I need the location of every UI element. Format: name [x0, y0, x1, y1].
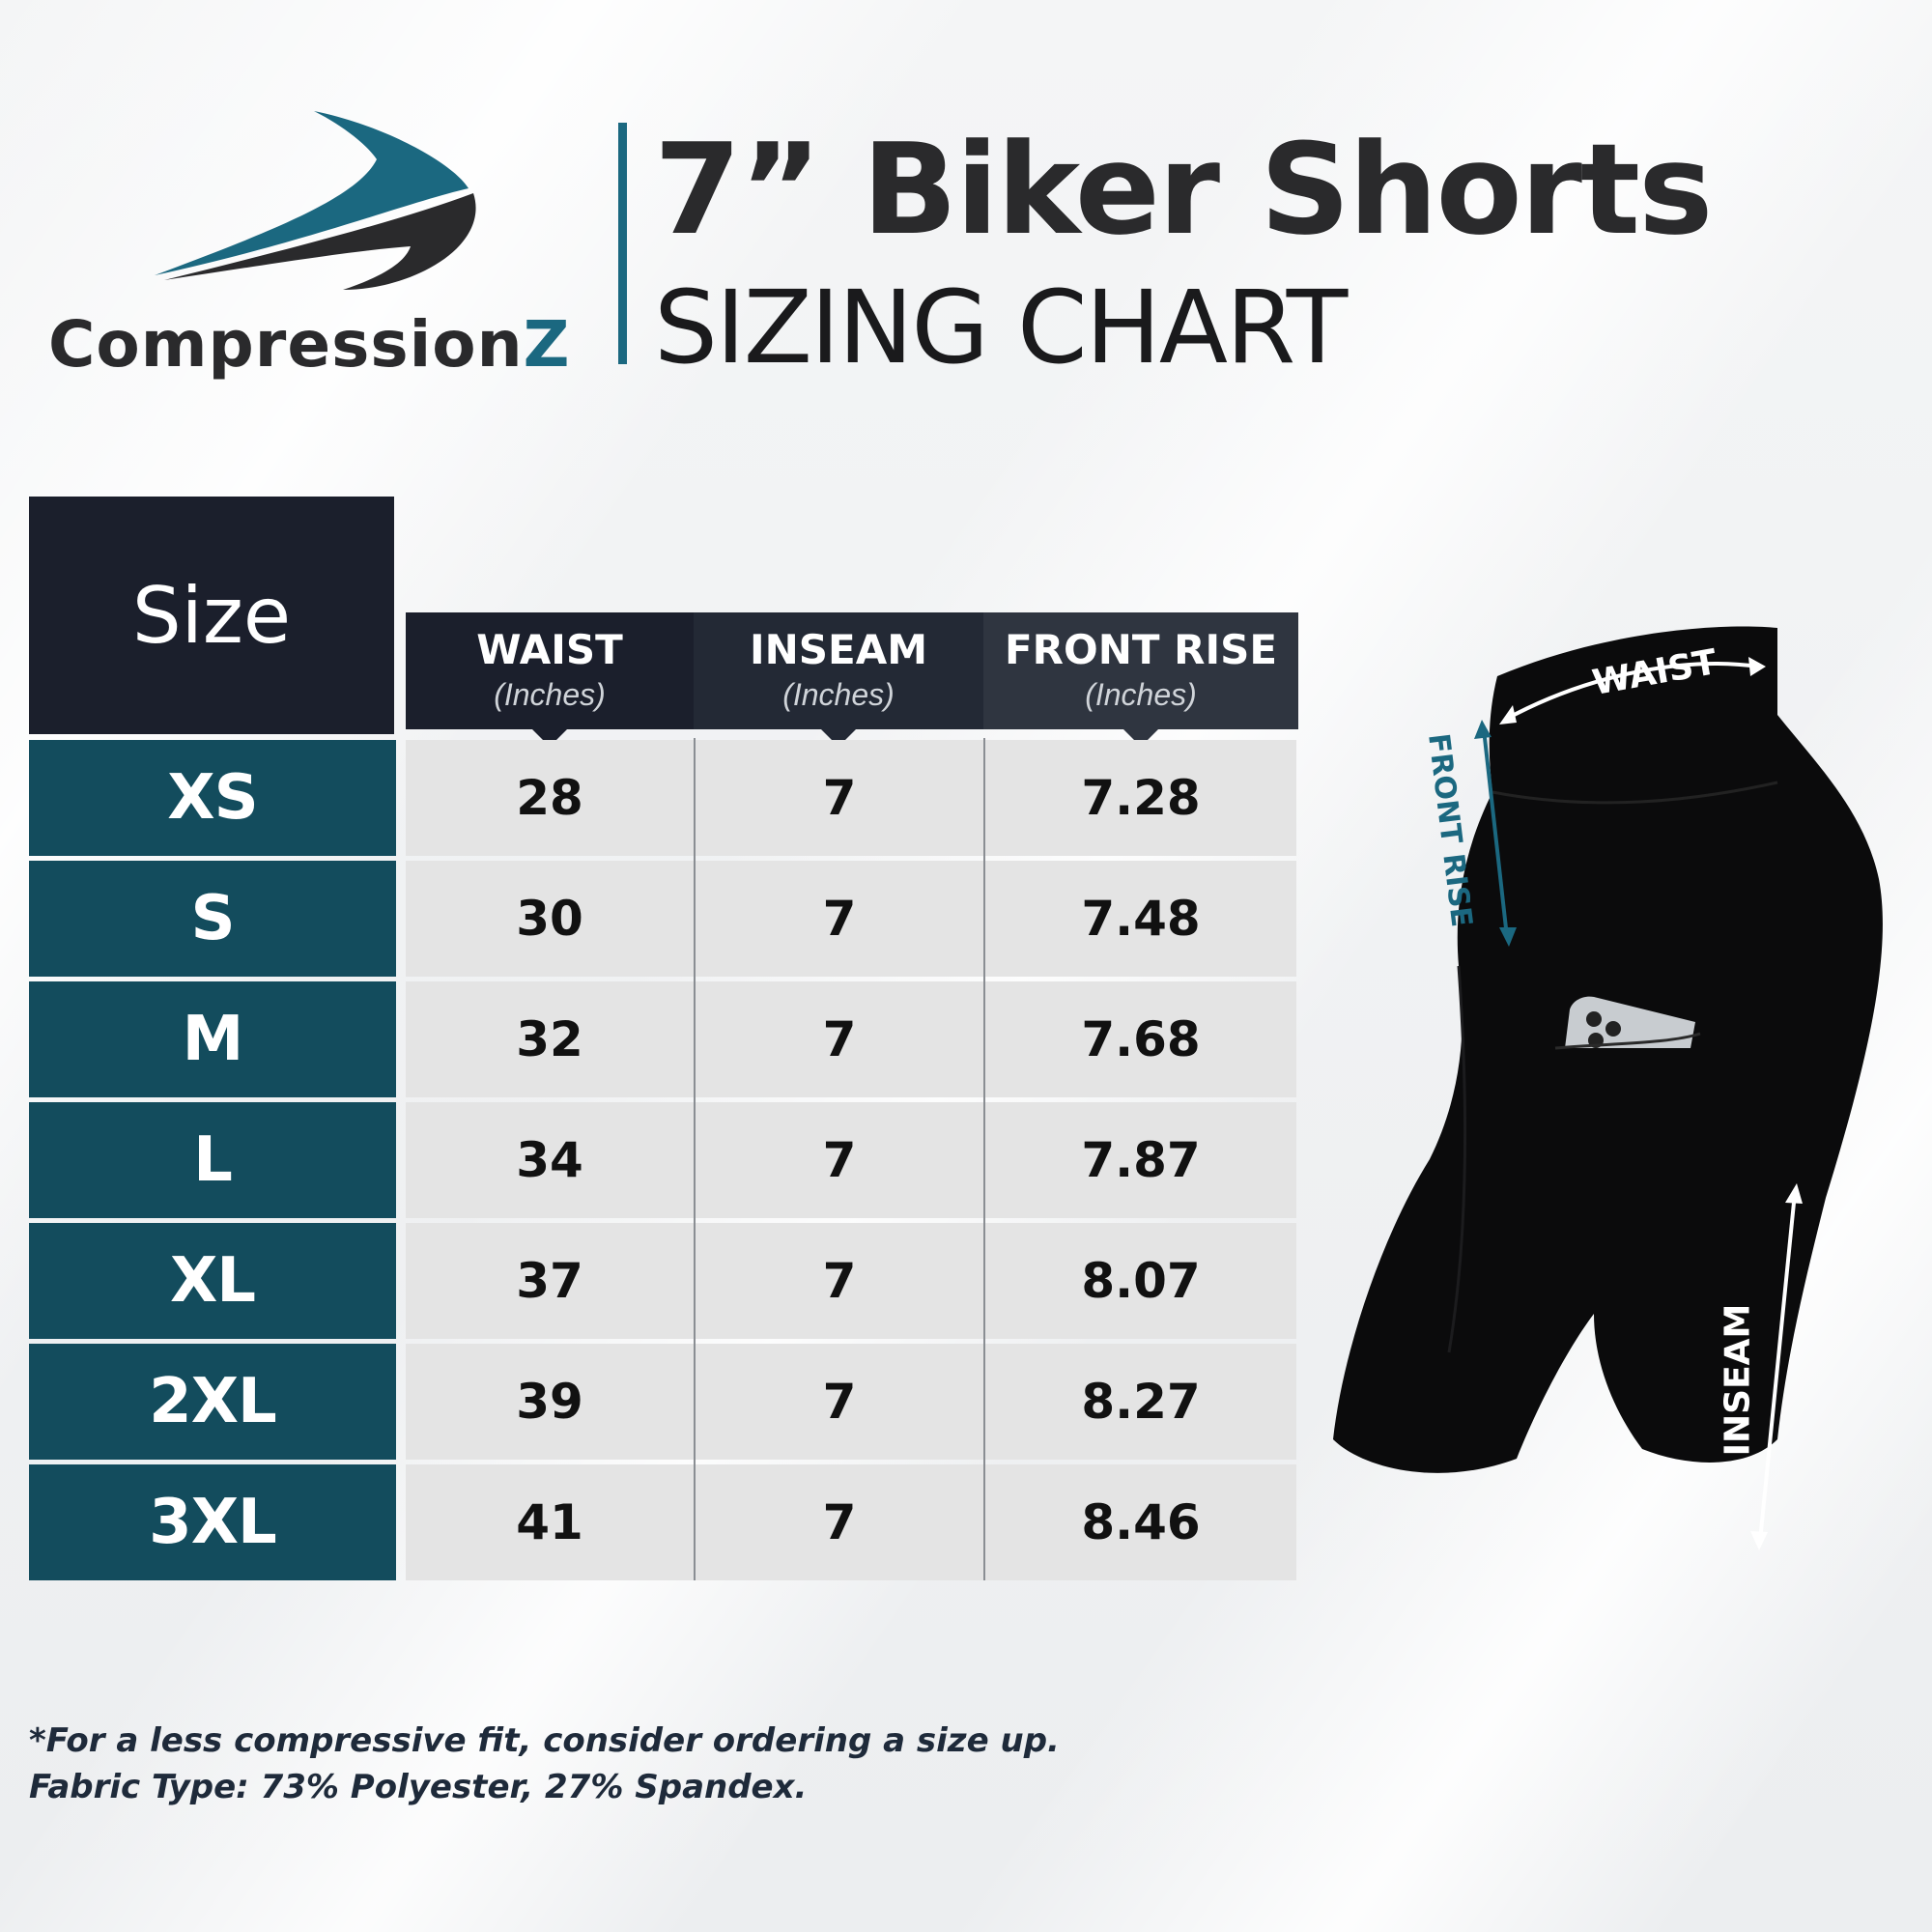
waist-column-header: WAIST (Inches) [406, 612, 694, 747]
inseam-cell-xl: 7 [696, 1223, 983, 1339]
size-column-header: Size [29, 497, 394, 734]
front-rise-cell-3xl: 8.46 [985, 1464, 1296, 1580]
size-cell-xl: XL [29, 1223, 396, 1339]
front-rise-cell-xs: 7.28 [985, 740, 1296, 856]
size-cell-3xl: 3XL [29, 1464, 396, 1580]
front-rise-cell-2xl: 8.27 [985, 1344, 1296, 1460]
front-rise-cell-m: 7.68 [985, 981, 1296, 1097]
size-cell-s: S [29, 861, 396, 977]
waist-header-unit: (Inches) [494, 677, 606, 712]
biker-shorts-illustration [1333, 626, 1883, 1550]
inseam-measure-label: INSEAM [1718, 1303, 1758, 1457]
inseam-cell-m: 7 [696, 981, 983, 1097]
brand-name: CompressionZ [48, 307, 571, 382]
page-subtitle: SIZING CHART [654, 269, 1348, 386]
compressionz-logo-mark [155, 111, 476, 290]
size-cell-2xl: 2XL [29, 1344, 396, 1460]
inseam-column-header: INSEAM (Inches) [694, 612, 983, 747]
fit-note: *For a less compressive fit, consider or… [29, 1721, 1060, 1760]
waist-cell-m: 32 [406, 981, 694, 1097]
inseam-cell-3xl: 7 [696, 1464, 983, 1580]
front-rise-cell-l: 7.87 [985, 1102, 1296, 1218]
waist-header-label: WAIST [476, 626, 623, 673]
inseam-header-unit: (Inches) [782, 677, 895, 712]
column-divider [694, 738, 696, 1580]
fabric-note: Fabric Type: 73% Polyester, 27% Spandex. [29, 1768, 808, 1806]
header-divider [618, 123, 627, 364]
inseam-cell-2xl: 7 [696, 1344, 983, 1460]
inseam-header-label: INSEAM [749, 626, 928, 673]
waist-cell-s: 30 [406, 861, 694, 977]
brand-name-accent: Z [523, 307, 571, 382]
front-rise-header-unit: (Inches) [1085, 677, 1197, 712]
waist-cell-3xl: 41 [406, 1464, 694, 1580]
inseam-cell-xs: 7 [696, 740, 983, 856]
waist-cell-xl: 37 [406, 1223, 694, 1339]
inseam-cell-s: 7 [696, 861, 983, 977]
front-rise-cell-xl: 8.07 [985, 1223, 1296, 1339]
size-cell-m: M [29, 981, 396, 1097]
waist-cell-l: 34 [406, 1102, 694, 1218]
waist-cell-xs: 28 [406, 740, 694, 856]
front-rise-cell-s: 7.48 [985, 861, 1296, 977]
front-rise-column-header: FRONT RISE (Inches) [983, 612, 1298, 747]
column-divider [983, 738, 985, 1580]
size-cell-xs: XS [29, 740, 396, 856]
front-rise-header-label: FRONT RISE [1004, 626, 1278, 673]
waist-cell-2xl: 39 [406, 1344, 694, 1460]
inseam-cell-l: 7 [696, 1102, 983, 1218]
size-cell-l: L [29, 1102, 396, 1218]
brand-name-main: Compression [48, 307, 524, 382]
page-title: 7” Biker Shorts [654, 116, 1713, 263]
